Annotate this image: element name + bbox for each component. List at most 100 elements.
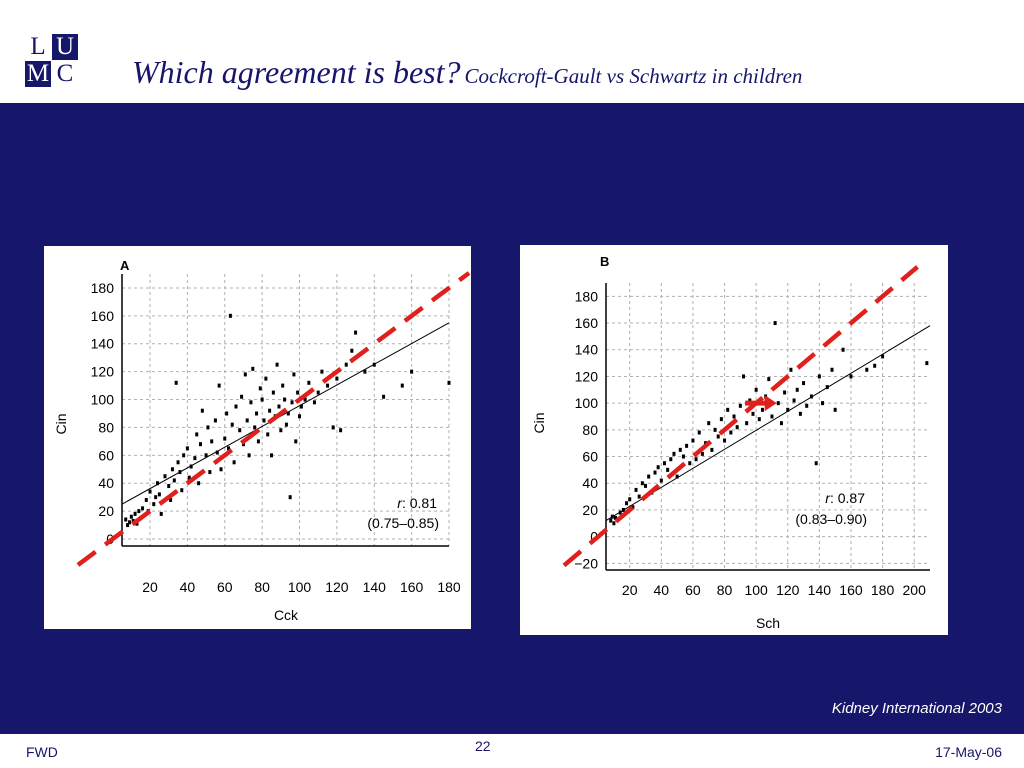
x-tick-label: 100 — [288, 579, 312, 595]
lumc-logo: L U M C — [25, 34, 81, 88]
slide-title-sub: Cockcroft-Gault vs Schwartz in children — [464, 64, 803, 88]
data-point — [215, 450, 219, 455]
data-point — [127, 520, 131, 525]
scatter-panel-b: 20 40 60 80 100 120 140 160 180 200 −20 0 20 40 60 80 10… — [520, 245, 948, 635]
data-point — [745, 421, 749, 426]
data-point — [320, 369, 324, 374]
data-point — [249, 400, 253, 405]
data-point — [363, 369, 367, 374]
data-point — [650, 490, 654, 495]
data-point — [170, 467, 174, 472]
confidence-interval: (0.75–0.85) — [367, 515, 439, 531]
logo-letter-u: U — [52, 34, 78, 60]
data-point — [873, 363, 877, 368]
data-point — [833, 407, 837, 412]
y-tick-label: 140 — [575, 342, 599, 358]
data-point — [382, 394, 386, 399]
data-point — [193, 456, 197, 461]
data-point — [640, 481, 644, 486]
data-point — [131, 518, 135, 523]
data-point — [271, 390, 275, 395]
data-point — [277, 404, 281, 409]
data-point — [615, 517, 619, 522]
data-point — [316, 390, 320, 395]
data-point — [410, 369, 414, 374]
data-point — [688, 461, 692, 466]
data-point — [238, 428, 242, 433]
data-point — [610, 514, 614, 519]
data-point — [669, 457, 673, 462]
data-point — [178, 470, 182, 475]
data-point — [228, 313, 232, 318]
data-point — [195, 432, 199, 437]
data-point — [849, 374, 853, 379]
data-point — [751, 411, 755, 416]
data-point — [786, 407, 790, 412]
y-tick-label: 160 — [91, 308, 115, 324]
data-point — [157, 492, 161, 497]
data-point — [770, 414, 774, 419]
shift-arrow-head — [764, 395, 777, 412]
data-point — [653, 470, 657, 475]
data-point — [217, 383, 221, 388]
data-point — [243, 372, 247, 377]
data-point — [681, 454, 685, 459]
data-point — [817, 374, 821, 379]
data-point — [241, 442, 245, 447]
y-tick-label: 0 — [106, 531, 114, 547]
data-point — [331, 425, 335, 430]
data-point — [268, 408, 272, 413]
data-point — [264, 376, 268, 381]
data-point — [213, 418, 217, 423]
data-point — [290, 400, 294, 405]
data-point — [284, 422, 288, 427]
data-point — [240, 394, 244, 399]
slide-footer: FWD 22 17-May-06 — [0, 734, 1024, 768]
data-point — [133, 511, 137, 516]
data-point — [726, 407, 730, 412]
x-tick-label: 120 — [776, 582, 800, 598]
x-tick-label: 60 — [685, 582, 701, 598]
data-point — [881, 354, 885, 359]
data-point — [814, 461, 818, 466]
data-point — [275, 362, 279, 367]
y-tick-label: 120 — [575, 368, 599, 384]
data-point — [783, 390, 787, 395]
data-point — [230, 422, 234, 427]
data-point — [707, 421, 711, 426]
data-point — [719, 417, 723, 422]
data-point — [189, 464, 193, 469]
data-point — [303, 397, 307, 402]
x-tick-label: 200 — [903, 582, 927, 598]
data-point — [247, 453, 251, 458]
y-tick-label: 180 — [575, 288, 599, 304]
data-point — [223, 436, 227, 441]
data-point — [279, 428, 283, 433]
slide-header: L U M C Which agreement is best? Cockcro… — [0, 0, 1024, 103]
data-point — [281, 383, 285, 388]
data-point — [656, 465, 660, 470]
data-point — [144, 497, 148, 502]
data-point — [283, 397, 287, 402]
data-point — [156, 481, 160, 486]
data-point — [841, 347, 845, 352]
x-tick-label: 140 — [363, 579, 387, 595]
x-tick-label: 180 — [871, 582, 895, 598]
data-point — [159, 511, 163, 516]
data-point — [172, 478, 176, 483]
data-point — [659, 478, 663, 483]
page-number: 22 — [475, 738, 491, 754]
y-tick-label: 140 — [91, 336, 115, 352]
x-tick-label: 160 — [839, 582, 863, 598]
y-tick-label: 40 — [98, 475, 114, 491]
data-point — [266, 432, 270, 437]
data-point — [288, 495, 292, 500]
confidence-interval: (0.83–0.90) — [795, 511, 867, 527]
data-point — [637, 494, 641, 499]
x-tick-label: 20 — [622, 582, 638, 598]
data-point — [232, 460, 236, 465]
data-point — [227, 446, 231, 451]
data-point — [694, 457, 698, 462]
data-point — [299, 404, 303, 409]
data-point — [805, 403, 809, 408]
